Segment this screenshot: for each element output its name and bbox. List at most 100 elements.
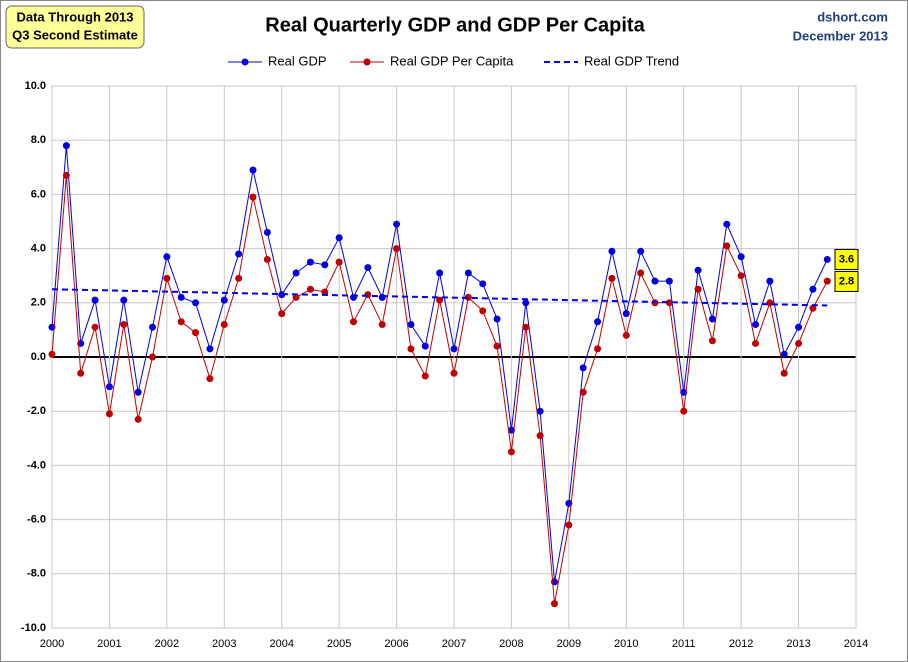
data-point [780,350,788,358]
data-point [680,407,688,415]
data-point [665,299,673,307]
x-tick-label: 2001 [97,638,121,650]
data-point [450,345,458,353]
data-point [479,307,487,315]
data-point [752,320,759,328]
data-point [378,320,386,328]
data-point [752,339,759,347]
data-point [62,171,70,179]
data-point [723,242,731,250]
data-point [192,299,200,307]
data-point [278,291,286,299]
data-point [565,521,573,529]
data-point [48,350,56,358]
data-point [177,318,185,326]
data-point [120,296,128,304]
data-point [263,255,271,263]
data-point [708,337,716,345]
chart-title: Real Quarterly GDP and GDP Per Capita [265,14,645,36]
data-point [737,272,745,280]
data-point [708,315,716,323]
legend-marker [241,58,249,66]
x-tick-label: 2006 [384,638,408,650]
y-tick-label: 2.0 [31,297,46,309]
data-point [163,274,171,282]
data-point [665,277,673,285]
data-point [594,318,602,326]
x-tick-label: 2012 [729,638,753,650]
data-point [306,258,314,266]
data-point [464,293,472,301]
data-point [393,245,401,253]
y-tick-label: -10.0 [21,622,46,634]
data-point [393,220,401,228]
legend-label: Real GDP [268,53,327,68]
data-point [249,166,257,174]
data-point [235,274,243,282]
x-tick-label: 2000 [40,638,64,650]
x-tick-label: 2013 [786,638,810,650]
y-tick-label: -4.0 [27,459,46,471]
data-point [795,339,803,347]
note-line: Q3 Second Estimate [12,27,138,42]
y-tick-label: 4.0 [31,243,46,255]
value-label: 2.8 [839,275,854,287]
data-point [780,369,788,377]
data-point [823,255,831,263]
value-label-box [834,248,859,270]
x-tick-label: 2003 [212,638,236,650]
data-point [120,320,128,328]
data-point [220,296,228,304]
note-box [5,5,145,49]
data-point [594,345,602,353]
data-point [536,407,544,415]
note-line: Data Through 2013 [16,9,133,24]
value-label-box [834,270,859,292]
data-point [522,299,530,307]
data-point [91,296,99,304]
data-point [737,253,745,261]
data-point [149,353,156,361]
x-tick-label: 2010 [614,638,638,650]
y-tick-label: 0.0 [31,351,46,363]
data-point [694,266,702,274]
data-point [134,388,142,396]
data-point [766,277,774,285]
data-point [622,310,630,318]
x-tick-label: 2011 [672,638,696,650]
data-point [579,364,587,372]
data-point [192,329,200,337]
data-point [579,388,587,396]
source-date: December 2013 [793,28,888,43]
data-point [306,285,314,293]
data-point [378,293,386,301]
data-point [809,304,817,312]
data-point [436,269,444,277]
data-point [507,426,515,434]
y-tick-label: 8.0 [31,134,46,146]
x-tick-label: 2009 [557,638,581,650]
source: dshort.com [817,9,888,24]
legend-label: Real GDP Per Capita [390,53,514,68]
legend-label: Real GDP Trend [584,53,679,68]
data-point [464,269,472,277]
data-point [637,269,645,277]
data-point [105,410,113,418]
data-point [321,288,329,296]
x-tick-label: 2002 [155,638,179,650]
data-point [292,269,300,277]
data-point [91,323,99,331]
data-point [622,331,630,339]
data-point [206,375,214,383]
data-point [77,369,85,377]
x-tick-label: 2008 [499,638,523,650]
y-tick-label: 6.0 [31,188,46,200]
data-point [694,285,702,293]
value-label: 3.6 [839,253,854,265]
data-point [206,345,214,353]
data-point [522,323,530,331]
y-tick-label: -8.0 [27,568,46,580]
data-point [766,299,774,307]
x-tick-label: 2005 [327,638,351,650]
